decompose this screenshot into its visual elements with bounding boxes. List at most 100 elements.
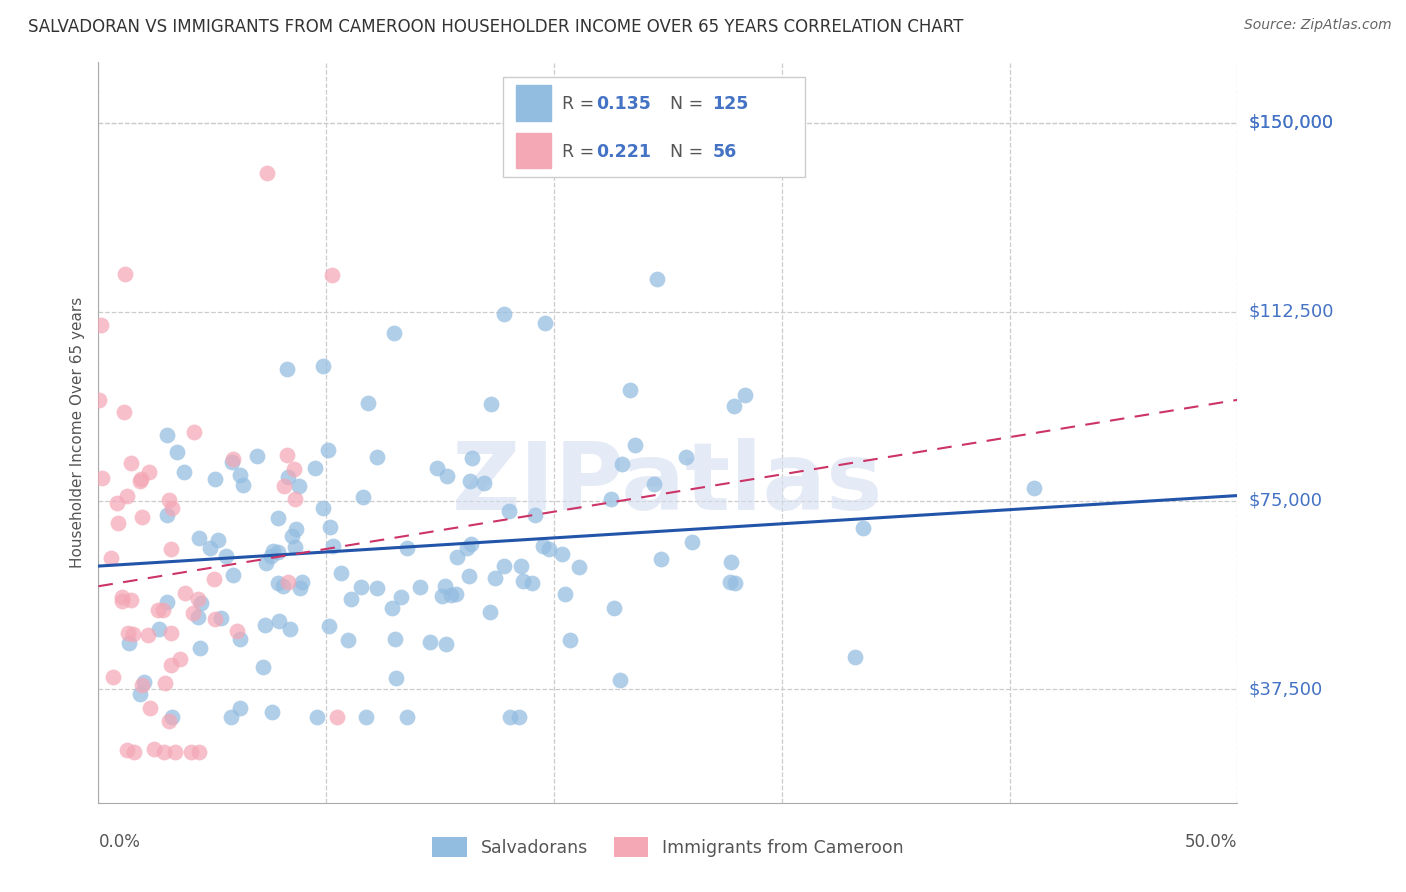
- Point: [283, 462, 305, 476]
- Point: [156, 428, 179, 442]
- Point: [321, 268, 343, 283]
- Point: [187, 591, 209, 606]
- Point: [229, 701, 252, 715]
- Point: [139, 700, 162, 714]
- Point: [180, 746, 202, 760]
- Point: [267, 511, 290, 525]
- Text: 0.221: 0.221: [596, 144, 651, 161]
- Point: [340, 591, 363, 606]
- Point: [277, 575, 299, 590]
- Point: [531, 539, 554, 553]
- Point: [645, 272, 668, 286]
- Point: [624, 438, 647, 452]
- Point: [252, 660, 274, 674]
- Point: [288, 581, 311, 595]
- Point: [100, 551, 122, 566]
- Point: [434, 637, 457, 651]
- Point: [316, 443, 339, 458]
- Point: [120, 592, 142, 607]
- Point: [160, 542, 183, 557]
- Bar: [516, 85, 551, 120]
- Point: [551, 547, 574, 561]
- Point: [389, 590, 412, 604]
- Point: [253, 617, 276, 632]
- Point: [650, 552, 672, 566]
- Point: [312, 500, 335, 515]
- Point: [600, 491, 623, 506]
- Point: [107, 516, 129, 530]
- Text: SALVADORAN VS IMMIGRANTS FROM CAMEROON HOUSEHOLDER INCOME OVER 65 YEARS CORRELAT: SALVADORAN VS IMMIGRANTS FROM CAMEROON H…: [28, 18, 963, 36]
- Point: [382, 326, 405, 340]
- Point: [111, 591, 134, 605]
- Point: [460, 474, 482, 488]
- Point: [105, 496, 128, 510]
- Point: [396, 710, 419, 724]
- Point: [603, 600, 626, 615]
- Point: [267, 545, 290, 559]
- Point: [498, 503, 520, 517]
- Text: $112,500: $112,500: [1249, 302, 1334, 321]
- Point: [215, 549, 238, 563]
- Point: [312, 359, 335, 373]
- Point: [366, 450, 388, 464]
- Point: [190, 596, 212, 610]
- Text: $150,000: $150,000: [1249, 114, 1333, 132]
- Point: [681, 534, 703, 549]
- Point: [276, 448, 298, 462]
- Point: [273, 478, 295, 492]
- Point: [720, 555, 742, 569]
- Point: [319, 520, 342, 534]
- Point: [222, 451, 245, 466]
- Bar: [516, 133, 551, 169]
- Point: [381, 601, 404, 615]
- Point: [254, 556, 277, 570]
- Point: [202, 573, 225, 587]
- Point: [174, 586, 197, 600]
- Point: [122, 627, 145, 641]
- Text: R =: R =: [562, 144, 600, 161]
- Point: [221, 455, 243, 469]
- Point: [142, 741, 165, 756]
- Point: [267, 575, 290, 590]
- Point: [288, 479, 311, 493]
- Text: 125: 125: [713, 95, 748, 113]
- Text: ZIPatlas: ZIPatlas: [453, 439, 883, 531]
- Point: [723, 576, 745, 591]
- Point: [498, 710, 520, 724]
- Point: [117, 743, 139, 757]
- Point: [219, 710, 242, 724]
- Point: [723, 399, 745, 413]
- Point: [91, 471, 114, 485]
- Point: [326, 709, 349, 723]
- Point: [118, 636, 141, 650]
- Text: N =: N =: [671, 95, 709, 113]
- Point: [533, 316, 555, 330]
- Point: [852, 521, 875, 535]
- FancyBboxPatch shape: [503, 78, 804, 178]
- Point: [152, 603, 174, 617]
- Point: [460, 450, 482, 465]
- Text: $37,500: $37,500: [1249, 681, 1323, 698]
- Point: [330, 566, 353, 580]
- Point: [114, 267, 136, 281]
- Point: [494, 307, 516, 321]
- Point: [280, 623, 302, 637]
- Point: [408, 580, 430, 594]
- Point: [354, 710, 377, 724]
- Point: [1022, 482, 1045, 496]
- Point: [173, 465, 195, 479]
- Point: [384, 632, 406, 646]
- Point: [160, 501, 183, 516]
- Point: [117, 625, 139, 640]
- Point: [262, 705, 284, 719]
- Point: [304, 461, 326, 475]
- Point: [558, 633, 581, 648]
- Point: [508, 710, 530, 724]
- Point: [222, 568, 245, 582]
- Point: [148, 622, 170, 636]
- Point: [160, 658, 183, 673]
- Point: [444, 586, 467, 600]
- Point: [675, 450, 697, 465]
- Point: [111, 593, 134, 607]
- Point: [484, 572, 506, 586]
